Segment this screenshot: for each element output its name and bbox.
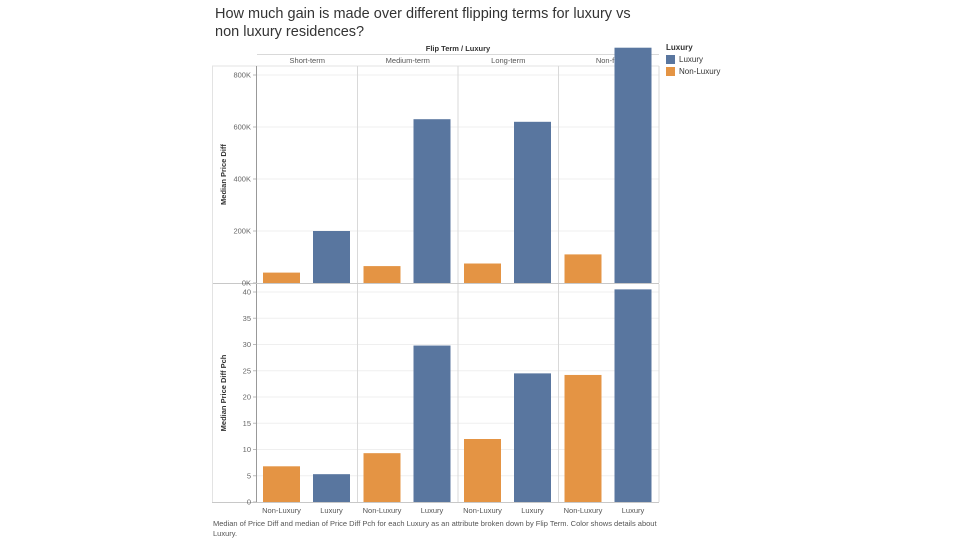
- x-category-label-short-term-non-luxury: Non-Luxury: [262, 506, 301, 515]
- x-category-label-long-term-luxury: Luxury: [521, 506, 544, 515]
- bar-medium-term-luxury: [413, 345, 451, 502]
- y-tick-label: 0K: [242, 279, 251, 288]
- column-header-label: Flip Term / Luxury: [426, 44, 491, 53]
- bar-non-flip-luxury: [614, 47, 652, 284]
- bar-short-term-non-luxury: [263, 466, 300, 502]
- bar-short-term-luxury: [313, 474, 350, 502]
- bar-long-term-luxury: [514, 121, 551, 283]
- x-category-label-non-flip-luxury: Luxury: [622, 506, 645, 515]
- x-category-label-non-flip-non-luxury: Non-Luxury: [564, 506, 603, 515]
- bar-non-flip-non-luxury: [564, 374, 602, 502]
- x-category-label-long-term-non-luxury: Non-Luxury: [463, 506, 502, 515]
- legend-label-non-luxury: Non-Luxury: [679, 67, 721, 76]
- bar-long-term-non-luxury: [464, 439, 501, 502]
- bar-medium-term-non-luxury: [363, 453, 401, 502]
- legend-title: Luxury: [666, 43, 693, 52]
- y-tick-label: 35: [243, 314, 251, 323]
- y-tick-label: 10: [243, 445, 251, 454]
- y-tick-label: 5: [247, 471, 251, 480]
- x-category-label-medium-term-luxury: Luxury: [421, 506, 444, 515]
- chart-title: How much gain is made over different fli…: [215, 6, 631, 40]
- legend-swatch-non-luxury: [666, 67, 675, 76]
- bar-short-term-luxury: [313, 231, 350, 283]
- y-tick-label: 25: [243, 366, 251, 375]
- y-tick-label: 800K: [233, 71, 251, 80]
- panel-median-price-diff: 0K 200K 400K 600K 800K Median Price Diff: [219, 47, 660, 288]
- column-group-label-non-flip: Non-flip: [596, 56, 622, 65]
- y-tick-label: 200K: [233, 227, 251, 236]
- y-tick-label: 0: [247, 498, 251, 507]
- y-tick-label: 30: [243, 340, 251, 349]
- legend-item-non-luxury[interactable]: Non-Luxury: [666, 67, 720, 76]
- bar-non-flip-non-luxury: [564, 254, 602, 283]
- chart-frame: Non-Luxury Luxury Non-Luxury Luxury Non-Luxu…: [212, 65, 659, 515]
- legend-item-luxury[interactable]: Luxury: [666, 55, 720, 64]
- y-tick-label: 600K: [233, 123, 251, 132]
- bar-non-flip-luxury: [614, 289, 652, 502]
- column-group-label-short-term: Short-term: [290, 56, 325, 65]
- y-tick-label: 15: [243, 419, 251, 428]
- y-axis-title: Median Price Diff: [219, 144, 228, 205]
- chart-panels: 0K 200K 400K 600K 800K Median Price Diff 0 5 10 1…: [219, 47, 660, 507]
- bar-medium-term-non-luxury: [363, 266, 401, 283]
- panel-median-price-diff-pch: 0 5 10 15 20 25 30 35 40 Median Price Diff Pch: [219, 284, 660, 507]
- bar-long-term-luxury: [514, 373, 551, 502]
- legend-swatch-luxury: [666, 55, 675, 64]
- bar-long-term-non-luxury: [464, 263, 501, 283]
- column-header: Flip Term / Luxury Short-term Medium-term L…: [257, 44, 659, 65]
- legend: Luxury Luxury Non-Luxury: [666, 43, 720, 79]
- bar-medium-term-luxury: [413, 119, 451, 283]
- bar-short-term-non-luxury: [263, 272, 300, 283]
- x-category-label-short-term-luxury: Luxury: [320, 506, 343, 515]
- y-tick-label: 400K: [233, 175, 251, 184]
- y-axis-title: Median Price Diff Pch: [219, 354, 228, 431]
- column-group-label-long-term: Long-term: [491, 56, 525, 65]
- column-group-label-medium-term: Medium-term: [386, 56, 430, 65]
- y-tick-label: 20: [243, 393, 251, 402]
- x-category-label-medium-term-non-luxury: Non-Luxury: [363, 506, 402, 515]
- y-tick-label: 40: [243, 288, 251, 297]
- legend-label-luxury: Luxury: [679, 55, 704, 64]
- chart-caption: Median of Price Diff and median of Price…: [213, 519, 657, 538]
